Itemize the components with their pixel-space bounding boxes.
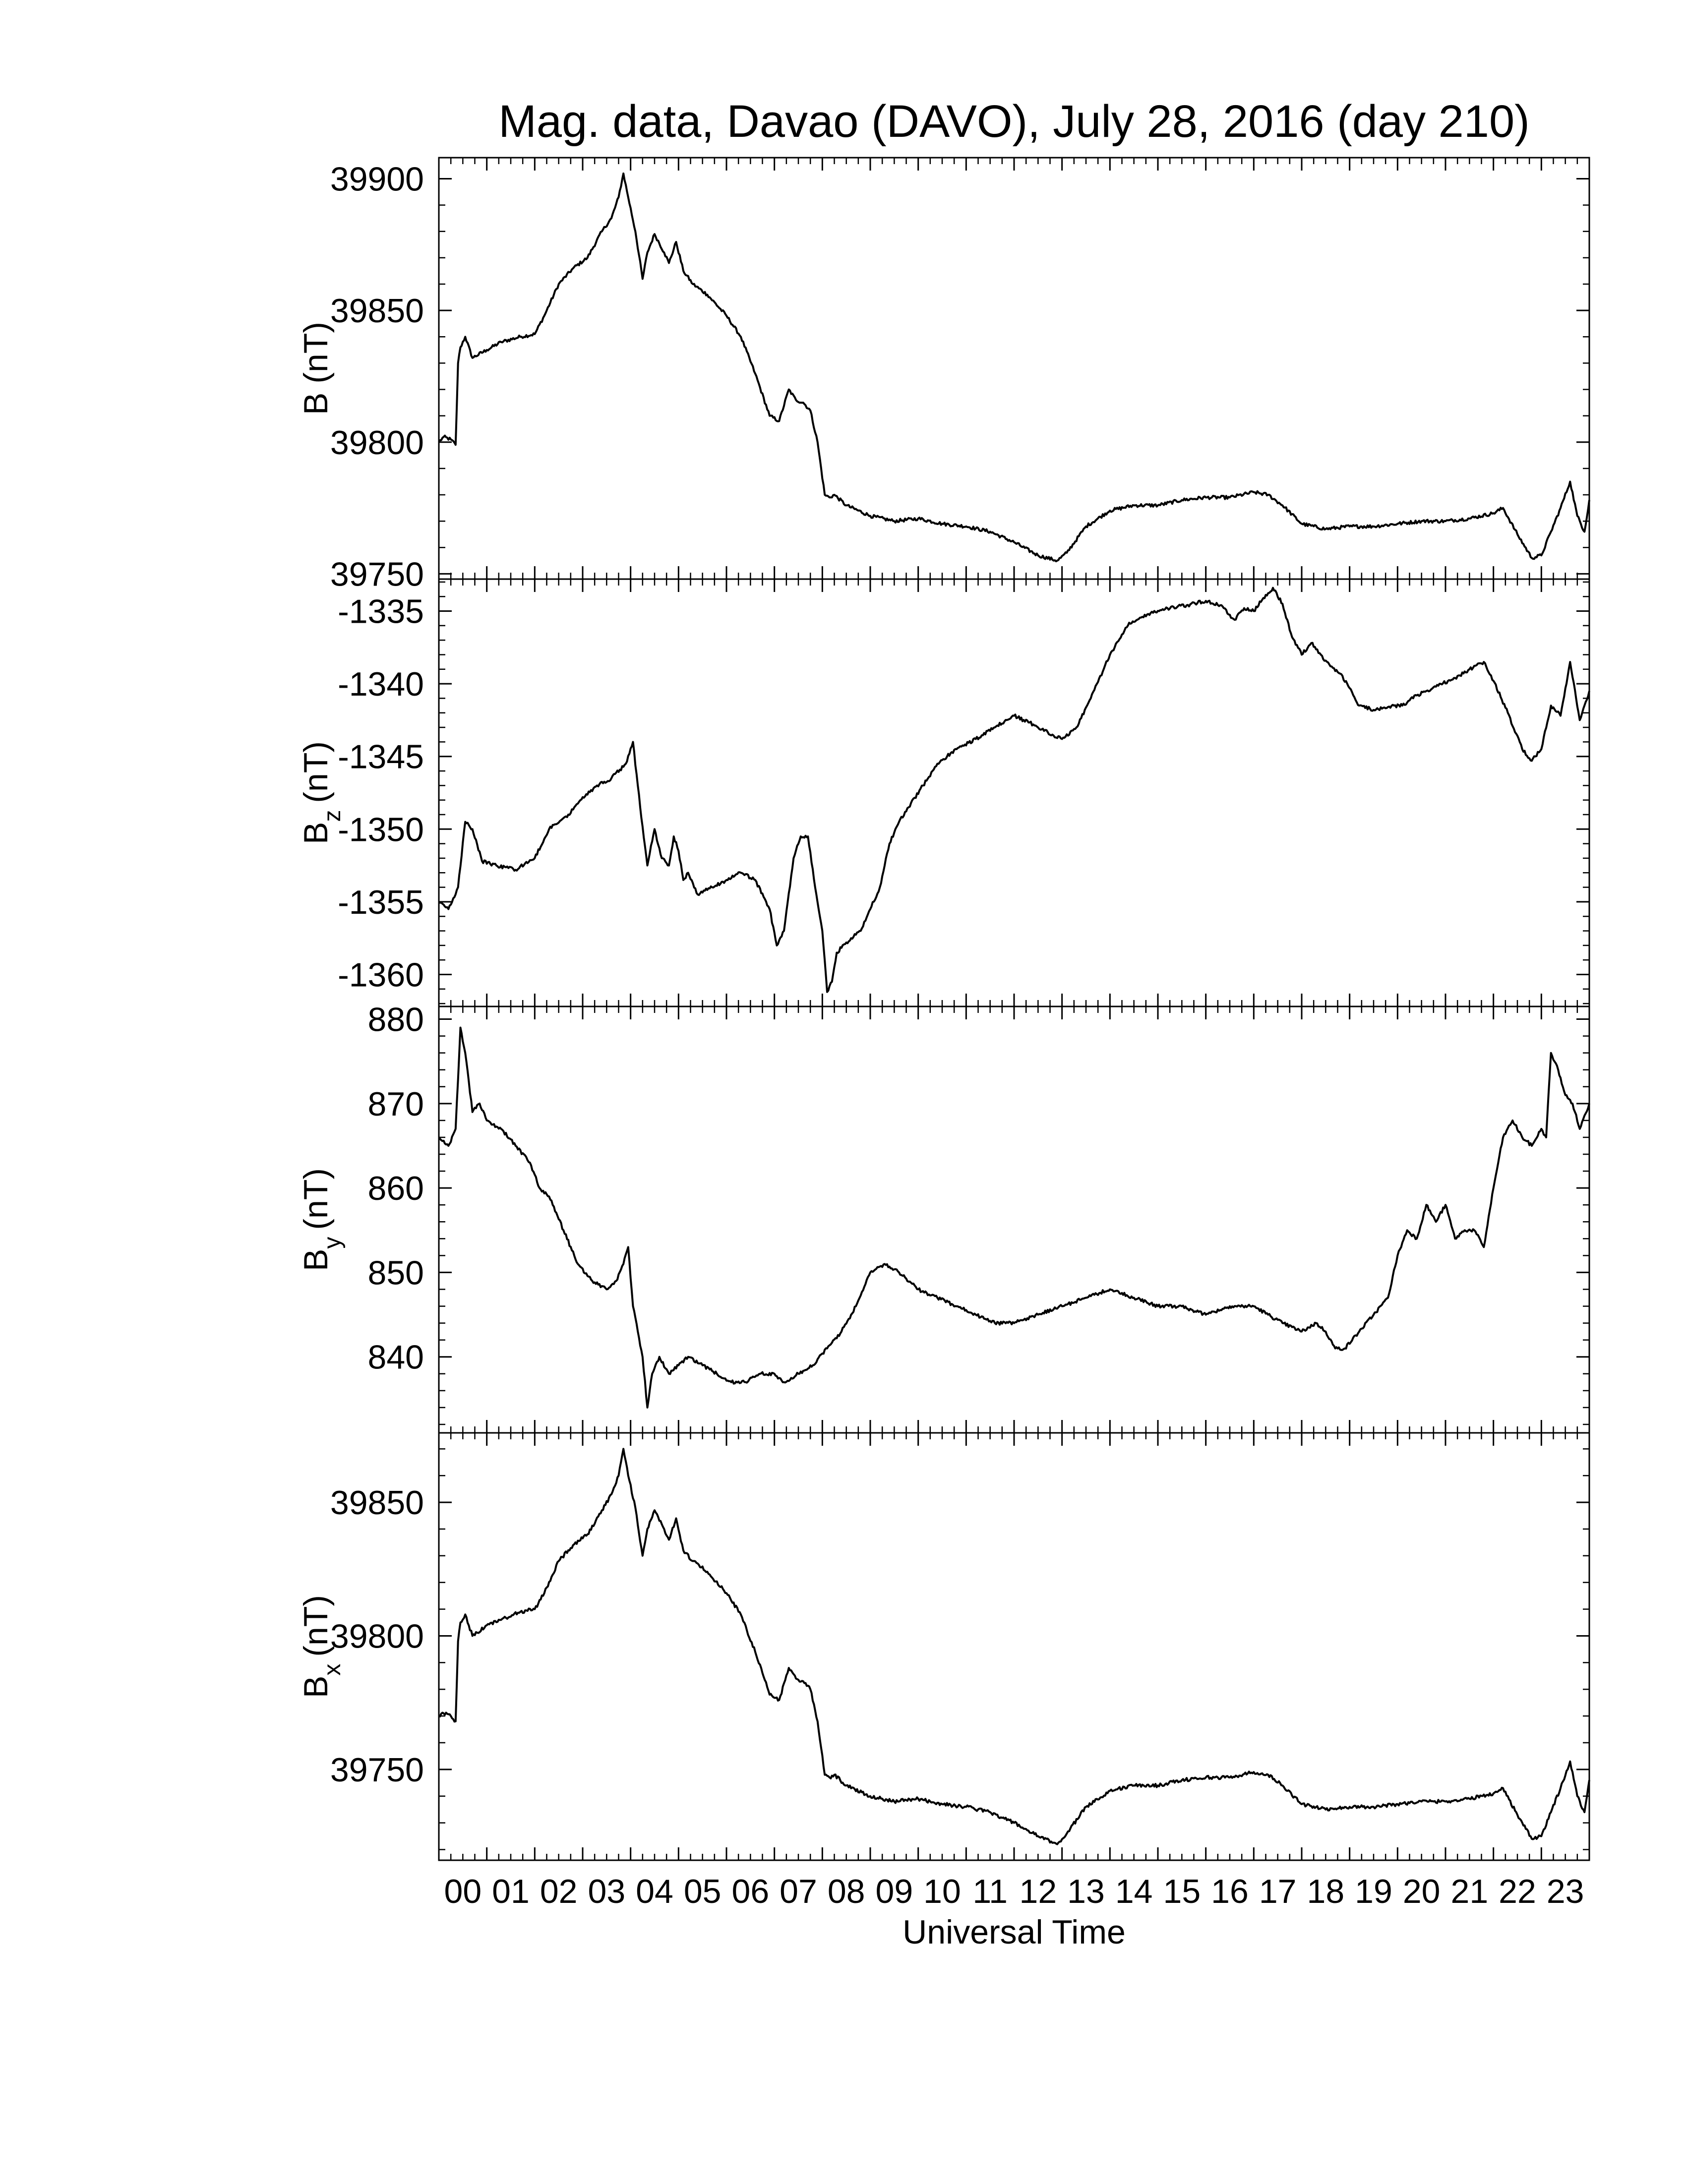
x-tick-label: 03 [588, 1873, 626, 1910]
panel-4: 39750 39800 39850 Bx (nT) [297, 1432, 1590, 1861]
x-tick-label: 09 [876, 1873, 913, 1910]
series-line [438, 172, 1590, 563]
y-tick-label: 850 [368, 1254, 424, 1292]
y-axis-label: B (nT) [297, 322, 335, 415]
x-tick-label: 00 [444, 1873, 482, 1910]
y-axis-label-sub: x [319, 1664, 346, 1676]
series-line [438, 587, 1590, 993]
y-tick-label: 39800 [330, 424, 424, 462]
x-tick-label: 06 [732, 1873, 770, 1910]
y-axis-label-sub: y [319, 1237, 346, 1249]
y-tick-label: -1360 [338, 956, 424, 994]
x-tick-label: 21 [1451, 1873, 1489, 1910]
y-tick-label: 39850 [330, 292, 424, 330]
x-tick-label: 23 [1547, 1873, 1584, 1910]
y-axis-label-unit: (nT) [297, 1168, 335, 1230]
x-tick-label: 05 [684, 1873, 722, 1910]
x-tick-label: 22 [1499, 1873, 1536, 1910]
x-tick-label: 04 [636, 1873, 673, 1910]
y-axis-label-main: B [297, 822, 335, 844]
x-tick-label: 01 [492, 1873, 530, 1910]
y-axis-label-main: B [297, 1249, 335, 1271]
chart-title: Mag. data, Davao (DAVO), July 28, 2016 (… [498, 96, 1530, 147]
y-tick-label: -1340 [338, 665, 424, 703]
panels: 39750 39800 39850 39900 B (nT) -1360 -1355 -1350… [297, 157, 1590, 1861]
x-tick-label: 20 [1403, 1873, 1441, 1910]
series-line [438, 1448, 1590, 1845]
x-axis-label: Universal Time [903, 1913, 1126, 1951]
panel-frame [438, 1432, 1590, 1861]
x-tick-label: 12 [1020, 1873, 1057, 1910]
y-axis-label-unit: (nT) [297, 741, 335, 803]
panel-1: 39750 39800 39850 39900 B (nT) [297, 157, 1590, 593]
y-axis-label: By (nT) [297, 1168, 346, 1271]
y-axis-label-main: B [297, 393, 335, 415]
x-tick-label: 11 [972, 1873, 1008, 1910]
panel-2: -1360 -1355 -1350 -1345 -1340 -1335 Bz (nT) [297, 578, 1590, 1007]
y-axis-label-sub: z [319, 810, 346, 822]
y-axis-label-unit: (nT) [297, 1595, 335, 1657]
y-tick-label: 39800 [330, 1617, 424, 1655]
panel-frame [438, 1005, 1590, 1434]
y-tick-label: 39750 [330, 555, 424, 593]
y-axis-label: Bx (nT) [297, 1595, 346, 1698]
y-tick-label: 39750 [330, 1751, 424, 1789]
y-tick-label: 880 [368, 1001, 424, 1039]
y-axis-label-unit: (nT) [297, 322, 335, 384]
x-tick-label: 10 [923, 1873, 961, 1910]
x-tick-label: 19 [1355, 1873, 1392, 1910]
y-axis-label-main: B [297, 1676, 335, 1698]
y-tick-label: 860 [368, 1170, 424, 1207]
x-tick-label: 14 [1115, 1873, 1153, 1910]
x-tick-labels: 00 01 02 03 04 05 06 07 08 09 10 11 12 13 14 15 16 17 18 19… [444, 1873, 1584, 1910]
y-tick-label: -1335 [338, 593, 424, 631]
x-tick-label: 13 [1067, 1873, 1105, 1910]
y-tick-label: 870 [368, 1085, 424, 1123]
panel-3: 840 850 860 870 880 By (nT) [297, 1001, 1590, 1434]
series-line [438, 1026, 1590, 1409]
y-tick-label: 39850 [330, 1484, 424, 1522]
x-tick-label: 16 [1211, 1873, 1249, 1910]
y-tick-label: -1355 [338, 884, 424, 921]
x-tick-label: 02 [540, 1873, 578, 1910]
y-tick-label: 39900 [330, 161, 424, 198]
x-tick-label: 08 [828, 1873, 865, 1910]
panel-frame [438, 157, 1590, 580]
x-tick-label: 18 [1307, 1873, 1345, 1910]
y-axis-label: Bz (nT) [297, 741, 346, 844]
x-tick-label: 15 [1163, 1873, 1201, 1910]
x-tick-label: 17 [1259, 1873, 1297, 1910]
y-tick-label: -1350 [338, 811, 424, 848]
x-tick-label: 07 [780, 1873, 817, 1910]
panel-frame [438, 578, 1590, 1007]
y-tick-label: -1345 [338, 738, 424, 776]
y-tick-label: 840 [368, 1339, 424, 1376]
